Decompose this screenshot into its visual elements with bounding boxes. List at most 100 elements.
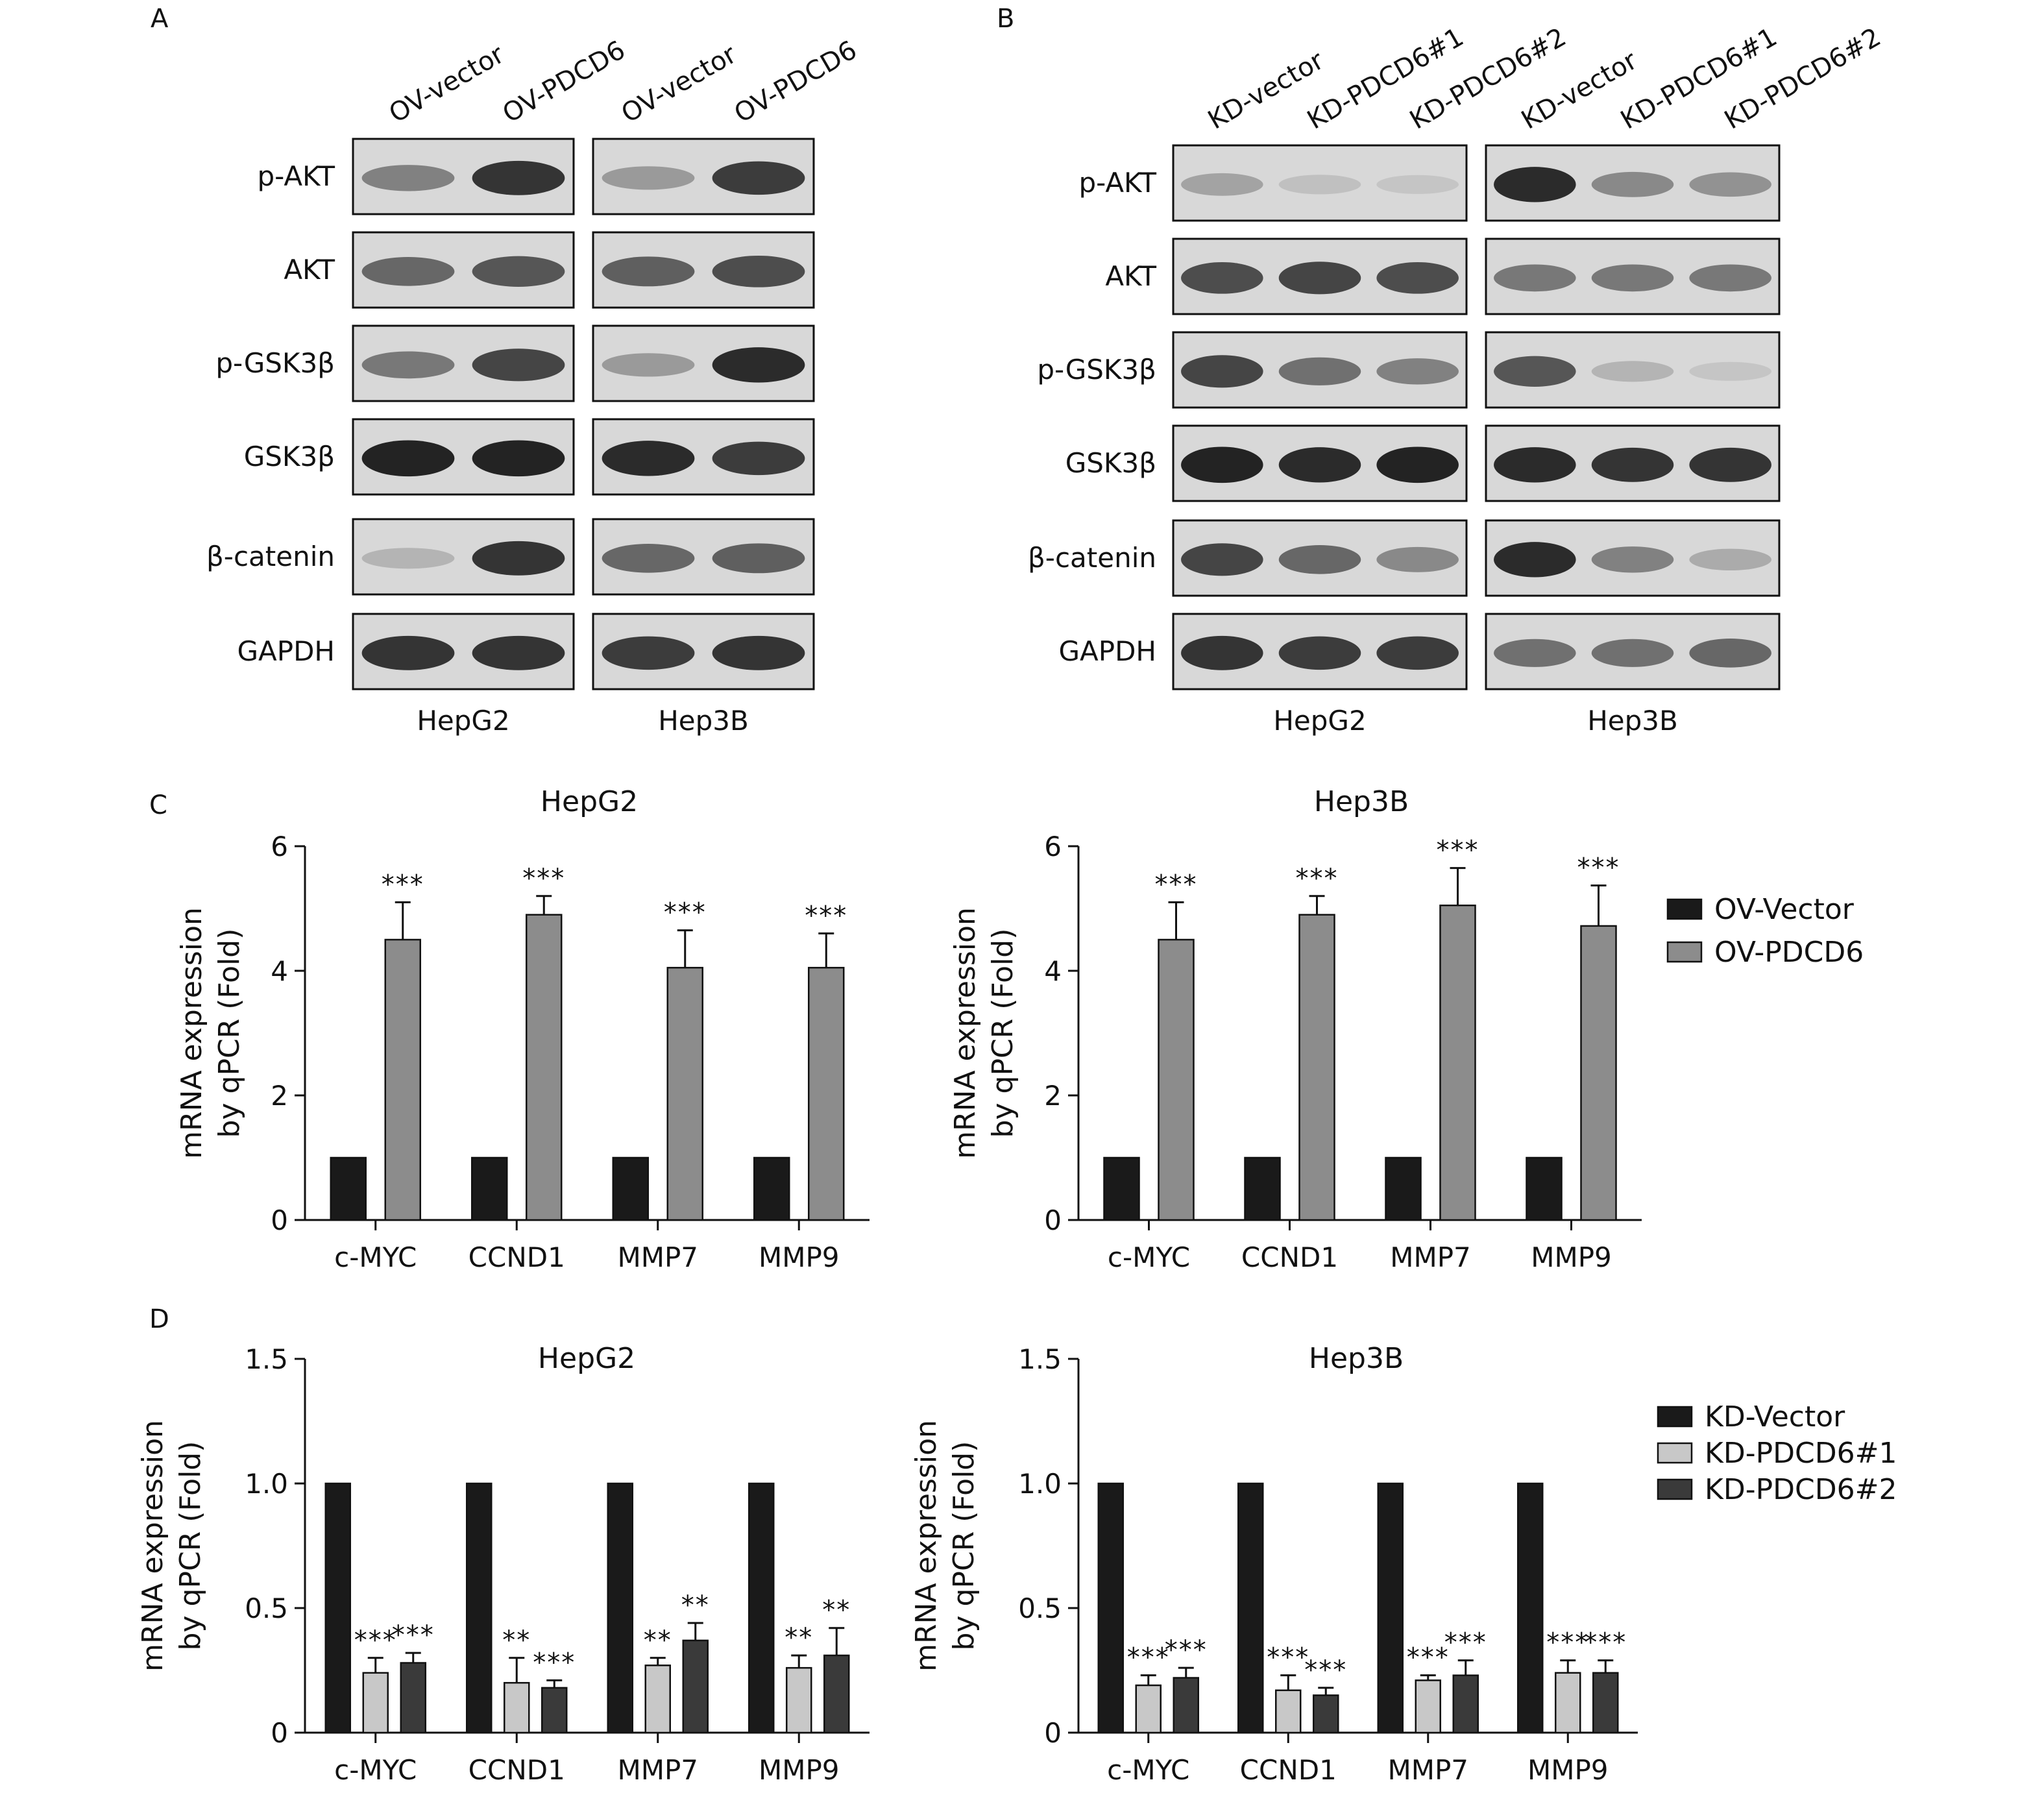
blot-band [1494, 447, 1576, 483]
blot-band [472, 541, 565, 576]
blot-band [361, 548, 455, 569]
significance-label: *** [1304, 1655, 1347, 1685]
y-tick-label: 0 [271, 1204, 288, 1236]
bar [1298, 914, 1335, 1221]
blot-band [1591, 639, 1674, 667]
bar [324, 1482, 351, 1734]
x-tick-label: MMP9 [759, 1754, 840, 1786]
significance-label: *** [382, 870, 424, 899]
lane-label: OV-vector [616, 40, 742, 129]
blot-band [1376, 636, 1459, 670]
protein-label: GAPDH [1058, 635, 1156, 667]
bar [1158, 938, 1195, 1221]
blot-band [1181, 543, 1263, 576]
protein-label: GSK3β [244, 441, 335, 472]
western-blot-panel-b: KD-vectorKD-PDCD6#1KD-PDCD6#2KD-vectorKD… [1028, 22, 1886, 737]
blot-band [1689, 172, 1771, 197]
chart-d-hep3b: Hep3B mRNA expression by qPCR (Fold) 0 0.5 1.… [910, 1342, 1638, 1786]
blot-band [712, 543, 805, 574]
protein-label: β-catenin [206, 541, 335, 572]
bar [644, 1665, 671, 1734]
x-tick-label: MMP7 [617, 1241, 698, 1273]
chart-c-hepg2: HepG2 mRNA expression by qPCR (Fold) 0 2 4 6 c-… [175, 785, 870, 1273]
legend-d: KD-Vector KD-PDCD6#1KD-PDCD6#2 [1657, 1400, 1897, 1506]
blot-band [1591, 546, 1674, 573]
blot-band [1376, 446, 1459, 483]
blot-band [1494, 167, 1576, 202]
protein-label: GAPDH [237, 635, 335, 667]
bar [1275, 1689, 1302, 1734]
blot-band [602, 636, 695, 670]
bar [471, 1156, 508, 1221]
bar [1517, 1482, 1544, 1734]
blot-band [1278, 545, 1361, 574]
bar [753, 1156, 790, 1221]
lane-label: OV-PDCD6 [498, 35, 630, 129]
y-tick-label: 6 [271, 831, 288, 862]
x-tick-label: MMP7 [1387, 1754, 1468, 1786]
blot-band [712, 635, 805, 670]
bar [612, 1156, 649, 1221]
blot-band [361, 165, 455, 191]
y-tick-label: 2 [271, 1080, 288, 1112]
x-tick-label: c-MYC [1108, 1241, 1190, 1273]
x-tick-label: CCND1 [1241, 1241, 1338, 1273]
blot-band [602, 256, 695, 287]
blot-band [472, 348, 565, 382]
cell-line-label: HepG2 [1273, 705, 1366, 737]
significance-label: ** [502, 1626, 531, 1655]
legend-swatch [1657, 1478, 1693, 1500]
cell-line-label: Hep3B [658, 705, 749, 737]
y-tick-label: 6 [1044, 831, 1062, 862]
blot-band [602, 544, 695, 573]
legend-swatch [1666, 898, 1703, 920]
y-axis-label: mRNA expression [949, 907, 982, 1159]
blot-band [1181, 355, 1263, 388]
significance-label: *** [354, 1626, 397, 1655]
bar [1237, 1482, 1264, 1734]
blot-band [1376, 546, 1459, 572]
significance-label: *** [1577, 853, 1620, 883]
y-tick-label: 1.0 [245, 1468, 288, 1500]
legend-label: KD-PDCD6#1 [1705, 1437, 1897, 1470]
x-tick-label: MMP7 [1390, 1241, 1471, 1273]
x-tick-label: MMP9 [1527, 1754, 1609, 1786]
legend-label: KD-Vector [1705, 1400, 1845, 1433]
bar [362, 1672, 389, 1734]
blot-band [1689, 447, 1771, 482]
y-axis-label: by qPCR (Fold) [947, 1441, 980, 1651]
significance-label: *** [1407, 1643, 1450, 1673]
bar [666, 966, 703, 1221]
lane-label: OV-PDCD6 [729, 35, 862, 129]
significance-label: *** [664, 898, 707, 928]
blot-band [361, 351, 455, 379]
blot-band [472, 635, 565, 670]
bar [682, 1639, 709, 1734]
bar [384, 938, 421, 1221]
protein-label: p-AKT [257, 160, 335, 192]
significance-label: ** [681, 1591, 710, 1620]
chart-title: HepG2 [538, 1342, 635, 1375]
blot-band [1591, 361, 1674, 382]
significance-label: *** [1437, 836, 1479, 866]
bar [786, 1666, 812, 1734]
significance-label: *** [1267, 1643, 1309, 1673]
significance-label: ** [822, 1596, 851, 1626]
bar [1097, 1482, 1124, 1734]
significance-label: ** [785, 1623, 813, 1653]
blot-band [1278, 357, 1361, 385]
blot-band [472, 160, 565, 195]
cell-line-label: HepG2 [417, 705, 509, 737]
x-tick-label: c-MYC [334, 1754, 417, 1786]
bar [504, 1681, 530, 1734]
blot-band [1181, 262, 1263, 294]
x-tick-label: CCND1 [468, 1241, 565, 1273]
y-tick-label: 0.5 [1018, 1592, 1062, 1624]
bar [1415, 1679, 1441, 1734]
blot-band [1181, 635, 1263, 670]
x-tick-label: c-MYC [334, 1241, 417, 1273]
bar [607, 1482, 633, 1734]
bar [1103, 1156, 1140, 1221]
western-blot-panel-a: OV-vectorOV-PDCD6OV-vectorOV-PDCD6p-AKTA… [206, 35, 862, 737]
protein-label: p-GSK3β [215, 347, 335, 379]
